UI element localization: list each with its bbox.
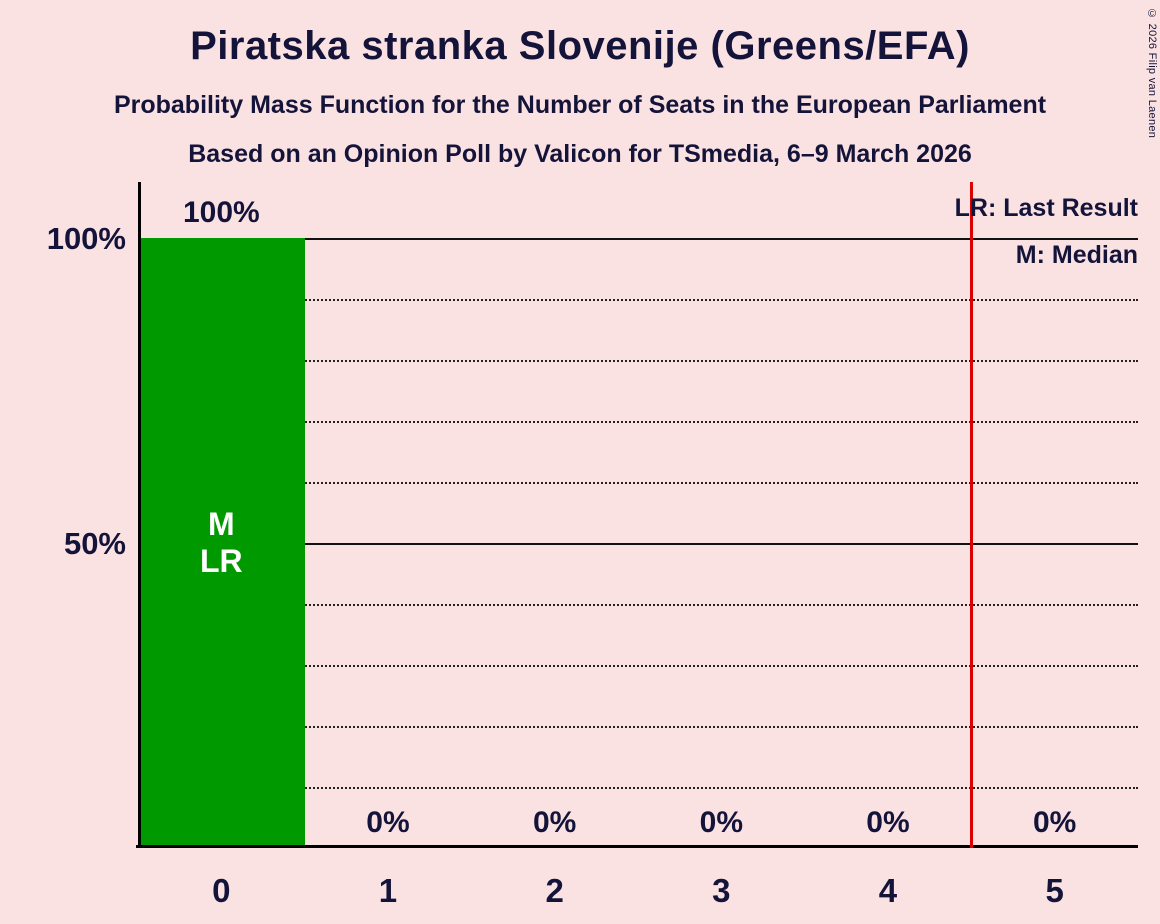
value-label-seat-3: 0% xyxy=(699,806,743,839)
seat-column-3: 0% 3 xyxy=(638,182,805,909)
gridline-10-percent xyxy=(138,787,1138,789)
x-tick-seat-0: 0 xyxy=(212,872,231,909)
x-axis xyxy=(136,845,1138,848)
seat-column-1: 0% 1 xyxy=(305,182,472,909)
x-tick-seat-5: 5 xyxy=(1045,872,1064,909)
legend-median: M: Median xyxy=(1015,241,1138,269)
bar-annotation-median-last-result: M LR xyxy=(138,506,305,580)
median-marker-label: M xyxy=(208,506,235,542)
legend-last-result: LR: Last Result xyxy=(954,194,1138,222)
gridline-30-percent xyxy=(138,665,1138,667)
gridline-70-percent xyxy=(138,421,1138,423)
y-tick-50: 50% xyxy=(63,526,126,561)
value-label-seat-1: 0% xyxy=(366,806,410,839)
seat-column-5: 0% 5 xyxy=(971,182,1138,909)
gridline-100-percent xyxy=(138,238,1138,240)
x-tick-seat-4: 4 xyxy=(878,872,898,909)
gridline-40-percent xyxy=(138,604,1138,606)
gridline-50-percent xyxy=(138,543,1138,545)
x-tick-seat-1: 1 xyxy=(378,872,398,909)
seat-column-0: M LR 100% 0 xyxy=(138,182,305,909)
last-result-line xyxy=(969,182,973,848)
gridline-20-percent xyxy=(138,726,1138,728)
seat-column-2: 0% 2 xyxy=(471,182,638,909)
y-axis xyxy=(138,182,141,848)
gridline-60-percent xyxy=(138,482,1138,484)
value-label-seat-2: 0% xyxy=(532,806,577,839)
plot-area: M LR 100% 0 0% 1 0% 2 0% 3 0% 4 0% 5 xyxy=(136,182,1138,909)
chart-title: Piratska stranka Slovenije (Greens/EFA) xyxy=(190,24,970,68)
chart-subtitle-line1: Probability Mass Function for the Number… xyxy=(113,91,1047,119)
gridline-90-percent xyxy=(138,299,1138,301)
y-tick-100: 100% xyxy=(46,221,126,256)
seat-column-4: 0% 4 xyxy=(805,182,972,909)
x-tick-seat-3: 3 xyxy=(712,872,731,909)
value-label-seat-0: 100% xyxy=(182,196,260,229)
copyright-text: © 2026 Filip van Laenen xyxy=(1146,8,1158,139)
bar-seat-0 xyxy=(138,238,305,848)
chart-subtitle-line2: Based on an Opinion Poll by Valicon for … xyxy=(188,140,972,168)
x-tick-seat-2: 2 xyxy=(545,872,564,909)
gridline-80-percent xyxy=(138,360,1138,362)
legend: LR: Last Result M: Median xyxy=(955,185,1138,279)
last-result-marker-label: LR xyxy=(200,543,243,579)
value-label-seat-4: 0% xyxy=(866,806,910,839)
value-label-seat-5: 0% xyxy=(1032,806,1077,839)
